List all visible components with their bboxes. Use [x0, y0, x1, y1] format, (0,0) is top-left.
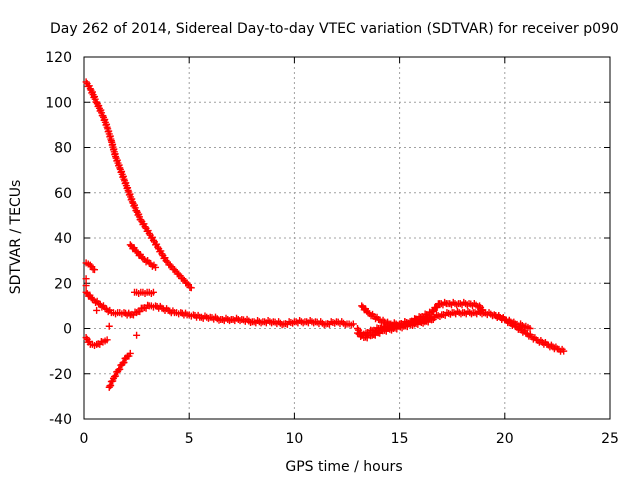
data-point [107, 382, 115, 390]
data-point [86, 261, 94, 269]
data-point [93, 306, 101, 314]
data-point [126, 349, 134, 357]
grid-lines [84, 57, 610, 419]
data-point [560, 347, 568, 355]
data-point [349, 320, 357, 328]
data-point [433, 303, 441, 311]
data-point [152, 263, 160, 271]
y-tick-label: 60 [54, 186, 72, 202]
series-arc-plateau-16 [130, 288, 157, 297]
series-arc-high-descending [82, 78, 195, 292]
data-point [92, 299, 100, 307]
data-point [145, 259, 153, 267]
data-point [429, 315, 437, 323]
x-tick-label: 0 [80, 431, 89, 447]
series-arc-negative-rising [105, 349, 134, 391]
y-tick-label: 100 [45, 95, 72, 111]
data-point [179, 275, 187, 283]
data-point [162, 257, 170, 265]
data-point [112, 372, 120, 380]
x-tick-label: 15 [391, 431, 409, 447]
data-point [175, 270, 183, 278]
data-point [149, 288, 157, 296]
series-arc-main-baseline [82, 288, 357, 329]
series-arc-start-30 [82, 259, 99, 274]
data-point [170, 266, 178, 274]
x-tick-label: 5 [185, 431, 194, 447]
data-point [82, 288, 90, 296]
series-arc-negative-start [82, 334, 111, 350]
data-point [183, 279, 191, 287]
data-point [88, 295, 96, 303]
data-point [133, 331, 141, 339]
data-point [133, 309, 141, 317]
y-tick-label: 0 [63, 322, 72, 338]
data-point [105, 322, 113, 330]
data-point [91, 266, 99, 274]
x-tick-label: 20 [496, 431, 514, 447]
chart-title: Day 262 of 2014, Sidereal Day-to-day VTE… [50, 21, 619, 37]
data-points [82, 78, 568, 391]
data-point [82, 275, 90, 283]
data-point [139, 254, 147, 262]
data-point [430, 307, 438, 315]
data-point [101, 304, 109, 312]
series-arc-mid-descending [126, 241, 160, 271]
data-point [166, 261, 174, 269]
data-point [142, 258, 150, 266]
y-tick-labels: -40 -20 0 20 40 60 80 100 120 [45, 50, 72, 428]
data-point [526, 325, 534, 332]
series-arc-late-lower [354, 315, 437, 342]
y-tick-label: 80 [54, 141, 72, 157]
y-tick-label: 20 [54, 276, 72, 292]
data-point [104, 308, 112, 316]
y-tick-label: -40 [49, 412, 72, 428]
data-point [82, 282, 90, 290]
data-point [187, 284, 195, 292]
x-tick-label: 10 [285, 431, 303, 447]
x-axis-label: GPS time / hours [285, 459, 402, 475]
y-tick-label: -20 [49, 367, 72, 383]
data-point [354, 329, 362, 337]
series-arc-20h [490, 311, 534, 332]
y-axis-label: SDTVAR / TECUs [8, 180, 24, 295]
plot-frame [83, 56, 611, 420]
data-point [116, 365, 124, 373]
y-tick-label: 120 [45, 50, 72, 66]
data-point [148, 262, 156, 270]
series-isolated-points [82, 275, 141, 339]
data-point [98, 303, 106, 311]
data-point [136, 308, 144, 316]
x-tick-label: 25 [601, 431, 619, 447]
data-point [126, 241, 134, 249]
data-point [103, 336, 111, 344]
y-tick-label: 40 [54, 231, 72, 247]
data-point [95, 300, 103, 308]
data-point [358, 302, 366, 310]
data-point [480, 309, 488, 317]
data-point [120, 359, 128, 367]
axis-ticks [83, 56, 611, 420]
data-point [133, 248, 141, 256]
x-tick-labels: 0 5 10 15 20 25 [80, 431, 619, 447]
